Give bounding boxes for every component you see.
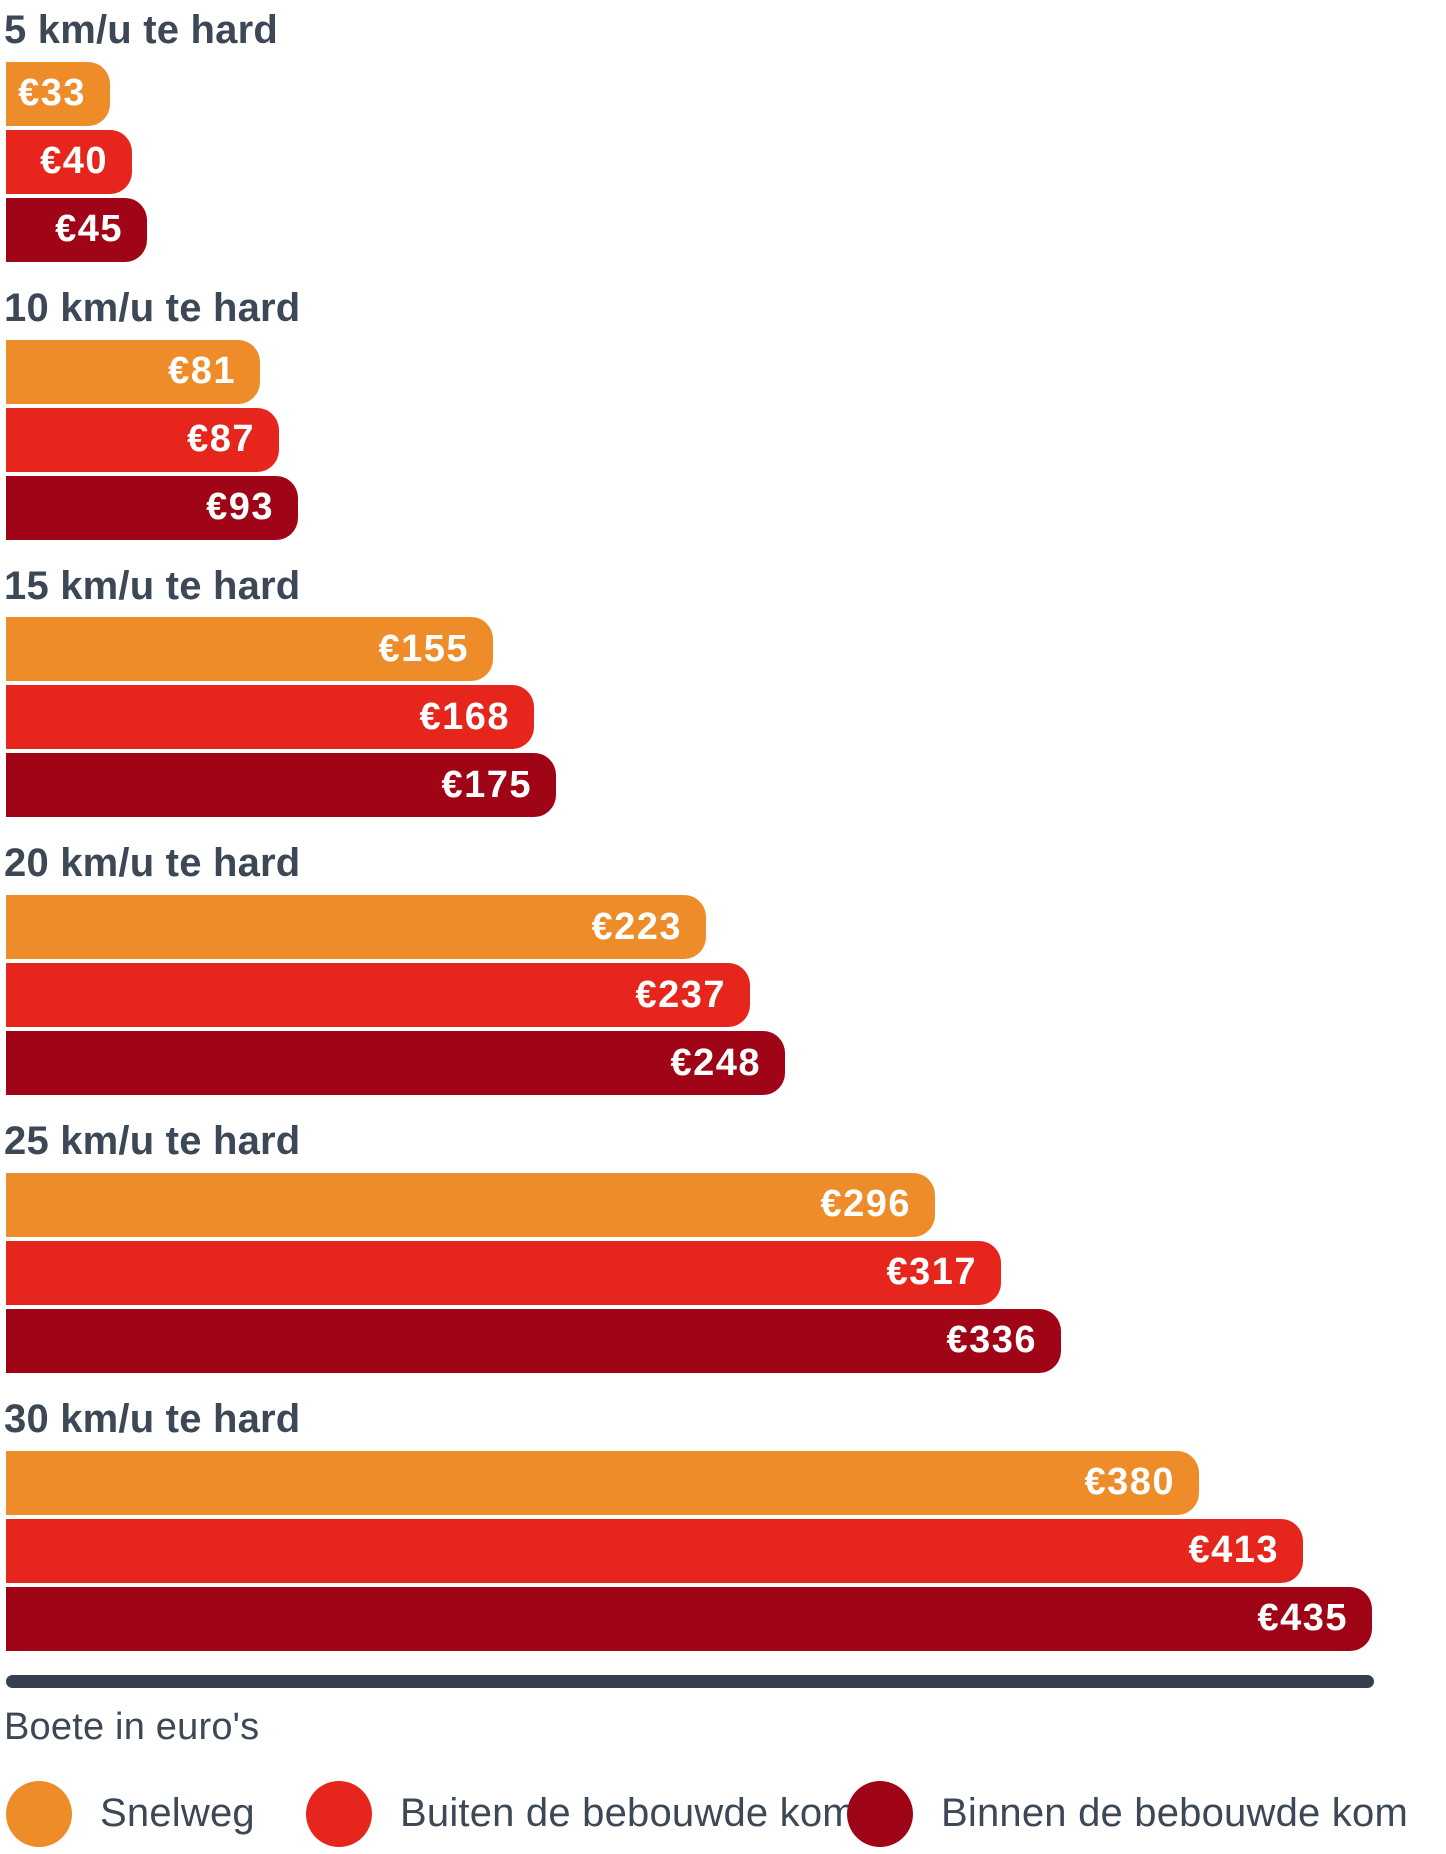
legend-label: Buiten de bebouwde kom bbox=[400, 1791, 856, 1836]
x-axis-line bbox=[6, 1674, 1374, 1688]
category-label: 30 km/u te hard bbox=[4, 1396, 301, 1441]
legend-item-buiten-de-bebouwde-kom: Buiten de bebouwde kom bbox=[306, 1780, 856, 1847]
legend: Snelweg Buiten de bebouwde kom Binnen de… bbox=[6, 1780, 1446, 1847]
legend-label: Snelweg bbox=[100, 1791, 255, 1836]
bar-binnen-de-bebouwde-kom: €93 bbox=[6, 475, 298, 540]
bar-buiten-de-bebouwde-kom: €87 bbox=[6, 407, 279, 472]
bar-value-label: €380 bbox=[1084, 1461, 1175, 1504]
x-axis-label: Boete in euro's bbox=[4, 1705, 260, 1748]
bar-value-label: €336 bbox=[946, 1319, 1037, 1362]
category-label: 10 km/u te hard bbox=[4, 285, 301, 330]
bar-value-label: €33 bbox=[18, 72, 86, 115]
bar-value-label: €45 bbox=[55, 208, 123, 251]
category-label: 5 km/u te hard bbox=[4, 8, 278, 52]
bar-snelweg: €223 bbox=[6, 895, 706, 960]
buiten-de-bebouwde-kom-swatch-icon bbox=[306, 1780, 372, 1847]
bar-value-label: €81 bbox=[168, 350, 236, 393]
category-label: 20 km/u te hard bbox=[4, 841, 301, 886]
bar-value-label: €87 bbox=[187, 418, 255, 461]
bar-value-label: €168 bbox=[419, 695, 510, 738]
bar-group-25-km-u-te-hard: 25 km/u te hard €296 €317 €336 bbox=[0, 1119, 1446, 1373]
bar-binnen-de-bebouwde-kom: €435 bbox=[6, 1586, 1372, 1651]
bar-group-20-km-u-te-hard: 20 km/u te hard €223 €237 €248 bbox=[0, 841, 1446, 1096]
bar-value-label: €248 bbox=[670, 1041, 761, 1084]
snelweg-swatch-icon bbox=[6, 1780, 72, 1847]
bar-value-label: €317 bbox=[886, 1251, 977, 1294]
bar-value-label: €93 bbox=[206, 486, 274, 529]
bar-buiten-de-bebouwde-kom: €317 bbox=[6, 1240, 1001, 1305]
bar-snelweg: €155 bbox=[6, 617, 493, 682]
bar-binnen-de-bebouwde-kom: €336 bbox=[6, 1308, 1061, 1373]
legend-label: Binnen de bebouwde kom bbox=[941, 1791, 1408, 1836]
bar-binnen-de-bebouwde-kom: €45 bbox=[6, 197, 147, 262]
bar-group-15-km-u-te-hard: 15 km/u te hard €155 €168 €175 bbox=[0, 564, 1446, 818]
bar-group-10-km-u-te-hard: 10 km/u te hard €81 €87 €93 bbox=[0, 286, 1446, 540]
bar-buiten-de-bebouwde-kom: €237 bbox=[6, 963, 750, 1028]
bar-value-label: €155 bbox=[378, 627, 469, 670]
bar-buiten-de-bebouwde-kom: €168 bbox=[6, 685, 534, 750]
bar-value-label: €237 bbox=[635, 973, 726, 1016]
category-label: 25 km/u te hard bbox=[4, 1119, 301, 1164]
bar-snelweg: €380 bbox=[6, 1450, 1199, 1515]
bar-group-30-km-u-te-hard: 30 km/u te hard €380 €413 €435 bbox=[0, 1397, 1446, 1651]
legend-item-binnen-de-bebouwde-kom: Binnen de bebouwde kom bbox=[847, 1780, 1408, 1847]
bar-snelweg: €296 bbox=[6, 1172, 935, 1237]
bar-value-label: €435 bbox=[1257, 1597, 1348, 1640]
bar-group-5-km-u-te-hard: 5 km/u te hard €33 €40 €45 bbox=[0, 8, 1446, 262]
bar-value-label: €296 bbox=[820, 1183, 911, 1226]
bar-value-label: €223 bbox=[591, 905, 682, 948]
bar-binnen-de-bebouwde-kom: €175 bbox=[6, 753, 556, 818]
binnen-de-bebouwde-kom-swatch-icon bbox=[847, 1780, 913, 1847]
bar-value-label: €413 bbox=[1188, 1529, 1279, 1572]
bar-groups: 5 km/u te hard €33 €40 €45 10 km/u te hard €8… bbox=[0, 8, 1446, 1651]
bar-binnen-de-bebouwde-kom: €248 bbox=[6, 1031, 785, 1096]
legend-item-snelweg: Snelweg bbox=[6, 1780, 306, 1847]
bar-snelweg: €33 bbox=[6, 61, 110, 126]
bar-buiten-de-bebouwde-kom: €413 bbox=[6, 1518, 1303, 1583]
bar-value-label: €40 bbox=[40, 140, 108, 183]
bar-buiten-de-bebouwde-kom: €40 bbox=[6, 129, 132, 194]
bar-value-label: €175 bbox=[441, 763, 532, 806]
category-label: 15 km/u te hard bbox=[4, 563, 301, 608]
bar-snelweg: €81 bbox=[6, 339, 260, 404]
